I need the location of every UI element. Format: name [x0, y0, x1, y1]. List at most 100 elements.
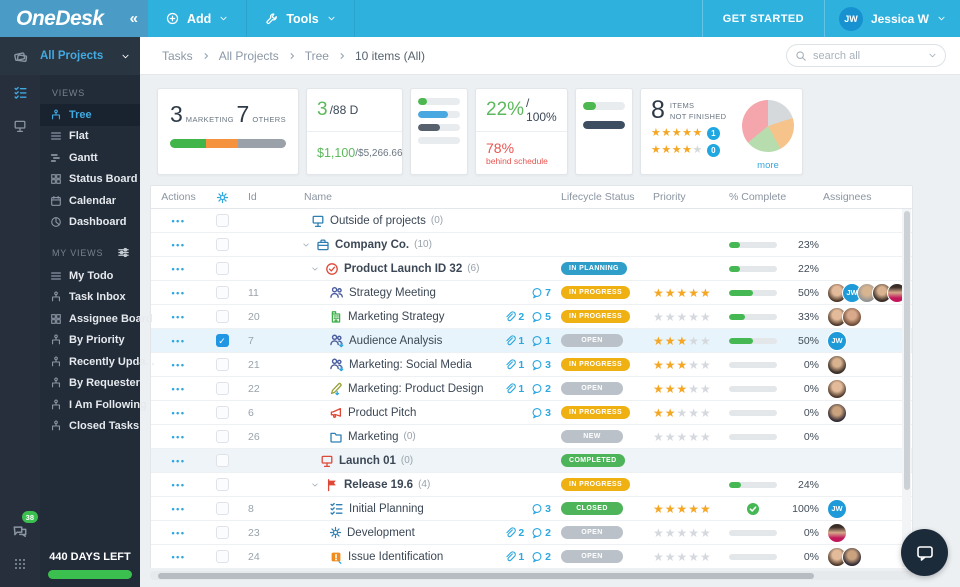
priority-stars[interactable]: ★★★★★: [653, 549, 712, 564]
priority-stars[interactable]: ★★★★★: [653, 501, 712, 516]
row-actions-button[interactable]: •••: [171, 287, 186, 298]
status-badge[interactable]: IN PROGRESS: [561, 358, 631, 371]
sidebar-item-dashboard[interactable]: Dashboard: [40, 212, 140, 234]
table-row[interactable]: ••• 20 Marketing Strategy 2 5 IN PROGRESS ★★★★…: [151, 305, 912, 329]
header-complete[interactable]: % Complete: [729, 191, 787, 203]
status-badge[interactable]: IN PROGRESS: [561, 286, 631, 299]
assignee-avatar[interactable]: [827, 522, 847, 543]
tree-expand-chevron-icon[interactable]: [301, 241, 311, 249]
add-button[interactable]: Add: [148, 0, 248, 37]
item-name[interactable]: Marketing: Product Design: [348, 382, 484, 395]
tasks-view-icon[interactable]: [0, 75, 40, 109]
row-actions-button[interactable]: •••: [171, 551, 186, 562]
row-checkbox[interactable]: [215, 454, 229, 467]
priority-stars[interactable]: ★★★★★: [653, 525, 712, 540]
comments-indicator[interactable]: 3: [531, 407, 551, 419]
item-name[interactable]: Marketing: Social Media: [349, 358, 472, 371]
comments-indicator[interactable]: 2: [531, 383, 551, 395]
row-checkbox[interactable]: [215, 310, 229, 323]
row-actions-button[interactable]: •••: [171, 479, 186, 490]
mini-chart-2[interactable]: [575, 88, 633, 175]
days-cost-kpi-card[interactable]: 3 /88 D $1,100 /$5,266.66: [306, 88, 403, 175]
table-row[interactable]: ••• 8 Initial Planning 3 CLOSED ★★★★★ 100% JW: [151, 497, 912, 521]
item-name[interactable]: Release 19.6: [344, 478, 414, 491]
table-row[interactable]: ••• Company Co. (10) 23%: [151, 233, 912, 257]
status-badge[interactable]: OPEN: [561, 550, 623, 563]
status-badge[interactable]: NEW: [561, 430, 623, 443]
table-row[interactable]: ••• 26 Marketing (0) NEW ★★★★★ 0%: [151, 425, 912, 449]
assignee-avatar[interactable]: [827, 402, 847, 423]
projects-kpi-card[interactable]: 3 MARKETING 7 OTHERS: [157, 88, 299, 175]
table-row[interactable]: ••• Launch 01 (0) COMPLETED: [151, 449, 912, 473]
item-name[interactable]: Product Pitch: [348, 406, 417, 419]
assignee-avatar[interactable]: [827, 354, 847, 375]
messenger-icon[interactable]: 38: [0, 511, 40, 547]
header-name[interactable]: Name: [304, 191, 333, 203]
priority-stars[interactable]: ★★★★★: [653, 333, 712, 348]
item-name[interactable]: Launch 01: [339, 454, 396, 467]
row-checkbox[interactable]: ✓: [215, 334, 229, 347]
priority-stars[interactable]: ★★★★★: [653, 309, 712, 324]
vertical-scrollbar[interactable]: [902, 209, 911, 567]
priority-stars[interactable]: ★★★★★: [653, 429, 712, 444]
breadcrumb-item[interactable]: All Projects: [218, 48, 279, 63]
row-checkbox[interactable]: [215, 550, 229, 563]
row-checkbox[interactable]: [215, 478, 229, 491]
status-badge[interactable]: IN PROGRESS: [561, 406, 631, 419]
project-selector[interactable]: All Projects: [0, 37, 140, 75]
horizontal-scrollbar[interactable]: [150, 571, 913, 580]
header-assignees[interactable]: Assignees: [823, 191, 872, 203]
row-checkbox[interactable]: [215, 430, 229, 443]
assignee-avatar[interactable]: JW: [827, 330, 847, 351]
row-actions-button[interactable]: •••: [171, 503, 186, 514]
attachments-indicator[interactable]: 2: [504, 527, 524, 539]
item-name[interactable]: Issue Identification: [348, 550, 444, 563]
header-status[interactable]: Lifecycle Status: [561, 191, 635, 203]
row-actions-button[interactable]: •••: [171, 407, 186, 418]
attachments-indicator[interactable]: 1: [504, 551, 524, 563]
sidebar-item-assignee-board[interactable]: Assignee Board: [40, 308, 153, 330]
assignee-avatar[interactable]: [842, 306, 862, 327]
priority-stars[interactable]: ★★★★★: [653, 381, 712, 396]
row-checkbox[interactable]: [215, 262, 229, 275]
row-actions-button[interactable]: •••: [171, 455, 186, 466]
row-checkbox[interactable]: [215, 406, 229, 419]
table-row[interactable]: ••• ✓ 7 Audience Analysis 1 1 OPEN ★★★★★ 50% JW: [151, 329, 912, 353]
sidebar-item-closed-tasks[interactable]: Closed Tasks: [40, 416, 140, 438]
column-settings-gear-icon[interactable]: [216, 191, 229, 204]
sidebar-item-my-todo[interactable]: My Todo: [40, 265, 140, 287]
table-row[interactable]: ••• 22 Marketing: Product Design 1 2 OPEN ★★★★…: [151, 377, 912, 401]
status-badge[interactable]: OPEN: [561, 526, 623, 539]
sidebar-item-status-board[interactable]: Status Board: [40, 169, 140, 191]
row-actions-button[interactable]: •••: [171, 527, 186, 538]
tree-expand-chevron-icon[interactable]: [310, 265, 320, 273]
item-name[interactable]: Development: [347, 526, 415, 539]
priority-stars[interactable]: ★★★★★: [653, 285, 712, 300]
row-actions-button[interactable]: •••: [171, 215, 186, 226]
priority-stars[interactable]: ★★★★★: [653, 357, 712, 372]
row-actions-button[interactable]: •••: [171, 359, 186, 370]
header-id[interactable]: Id: [248, 191, 257, 203]
mini-chart-1[interactable]: [410, 88, 468, 175]
attachments-indicator[interactable]: 1: [504, 335, 524, 347]
table-row[interactable]: ••• 24 Issue Identification 1 2 OPEN ★★★★★ 0%: [151, 545, 912, 569]
table-row[interactable]: ••• Release 19.6 (4) IN PROGRESS 24%: [151, 473, 912, 497]
priority-stars[interactable]: ★★★★★: [653, 405, 712, 420]
sidebar-item-calendar[interactable]: Calendar: [40, 190, 140, 212]
row-actions-button[interactable]: •••: [171, 239, 186, 250]
item-name[interactable]: Audience Analysis: [349, 334, 443, 347]
chevron-down-icon[interactable]: [928, 51, 937, 60]
row-checkbox[interactable]: [215, 382, 229, 395]
item-name[interactable]: Company Co.: [335, 238, 410, 251]
sidebar-item-i-am-following[interactable]: I Am Following: [40, 394, 147, 416]
status-badge[interactable]: OPEN: [561, 382, 623, 395]
item-name[interactable]: Marketing: [348, 430, 399, 443]
sidebar-item-by-requester[interactable]: By Requester: [40, 373, 140, 395]
tree-expand-chevron-icon[interactable]: [310, 481, 320, 489]
boards-view-icon[interactable]: [0, 109, 40, 143]
comments-indicator[interactable]: 5: [531, 311, 551, 323]
chat-fab-button[interactable]: [901, 529, 948, 576]
item-name[interactable]: Product Launch ID 32: [344, 262, 463, 275]
attachments-indicator[interactable]: 1: [504, 383, 524, 395]
breadcrumb-item[interactable]: Tree: [304, 48, 329, 63]
